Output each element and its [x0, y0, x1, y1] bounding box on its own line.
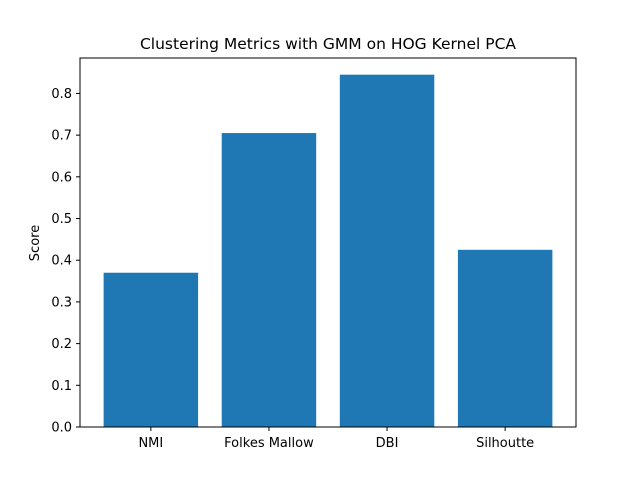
- plot-area: 0.0 0.1 0.2 0.3 0.4 0.5 0.6 0.7 0.8 NMI Folkes Mal…: [51, 57, 577, 451]
- y-tick-label: 0.1: [51, 379, 72, 394]
- chart-title: Clustering Metrics with GMM on HOG Kerne…: [140, 35, 516, 53]
- bar-silhoutte: [457, 249, 553, 427]
- y-tick-label: 0.7: [51, 129, 72, 144]
- y-tick-label: 0.2: [51, 337, 72, 352]
- x-tick-label: DBI: [376, 436, 399, 451]
- x-tick-label: NMI: [138, 436, 163, 451]
- bar-folkes-mallow: [221, 133, 317, 427]
- y-tick-label: 0.5: [51, 212, 72, 227]
- bar-dbi: [339, 74, 435, 427]
- y-tick-label: 0.8: [51, 87, 72, 102]
- axes-frame: [79, 57, 577, 428]
- y-tick-label: 0.6: [51, 170, 72, 185]
- x-tick-label: Silhoutte: [476, 436, 534, 451]
- y-axis-label: Score: [28, 225, 43, 261]
- y-tick-label: 0.0: [51, 421, 72, 436]
- x-tick-label: Folkes Mallow: [224, 436, 314, 451]
- y-tick-label: 0.3: [51, 295, 72, 310]
- bar-nmi: [103, 272, 199, 427]
- y-tick-label: 0.4: [51, 254, 72, 269]
